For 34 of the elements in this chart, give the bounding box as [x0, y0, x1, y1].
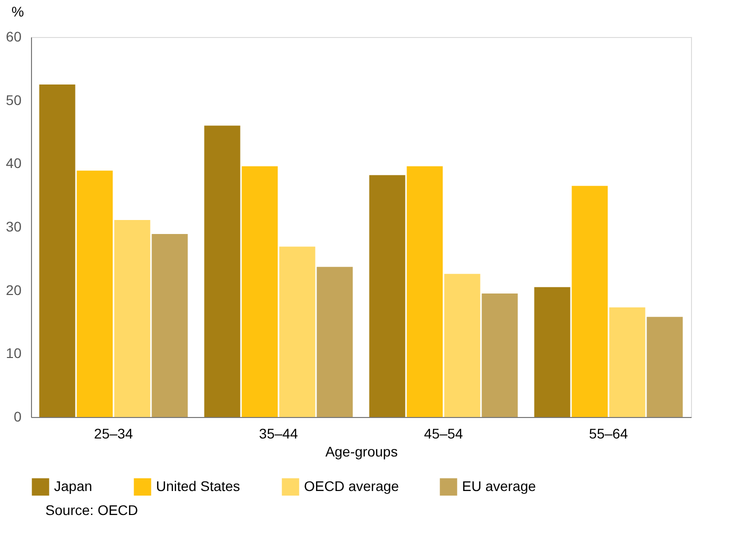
bar [204, 126, 240, 417]
bar [534, 287, 570, 417]
legend-label: United States [156, 478, 240, 494]
y-axis-title: % [12, 4, 24, 20]
legend-label: Japan [54, 478, 92, 494]
bar [609, 307, 646, 417]
y-tick-label: 0 [14, 408, 22, 424]
x-axis-title: Age-groups [325, 444, 398, 460]
y-tick-label: 50 [6, 92, 22, 108]
bar [152, 234, 188, 417]
source-note: Source: OECD [45, 502, 138, 518]
bar [646, 316, 683, 417]
bar [406, 166, 443, 417]
y-tick-label: 20 [6, 282, 22, 298]
bar [114, 220, 150, 417]
legend-label: OECD average [304, 478, 400, 494]
bar [39, 84, 76, 417]
bar [76, 170, 113, 417]
legend-label: EU average [462, 478, 536, 494]
x-tick-label: 25–34 [94, 426, 134, 442]
bar [242, 166, 278, 417]
bar [279, 246, 316, 417]
bar [369, 175, 406, 417]
y-tick-label: 40 [6, 155, 22, 172]
y-tick-label: 30 [6, 218, 22, 234]
bar [444, 274, 480, 417]
y-tick-label: 10 [6, 345, 22, 362]
x-tick-label: 45–54 [424, 426, 464, 442]
x-tick-label: 55–64 [589, 426, 628, 442]
bar [316, 266, 353, 417]
x-tick-label: 35–44 [259, 426, 298, 442]
bar [482, 294, 518, 417]
bar [572, 186, 608, 417]
y-tick-label: 60 [6, 28, 22, 44]
